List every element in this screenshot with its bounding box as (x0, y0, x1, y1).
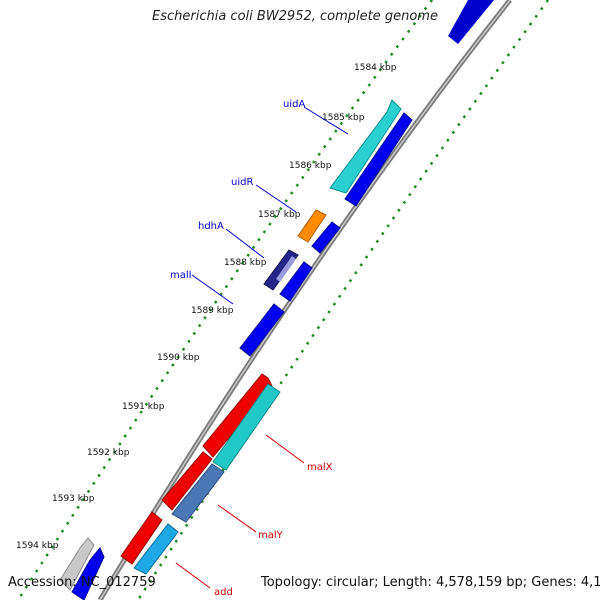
gene-uida (329, 99, 402, 194)
tick-label: 1590 kbp (157, 353, 200, 363)
tick-labels: 1584 kbp 1585 kbp 1586 kbp 1587 kbp 1588… (16, 63, 397, 551)
tick-label: 1587 kbp (258, 210, 301, 220)
gene-label-add: add (214, 587, 233, 598)
gene-uidr-partner (311, 221, 341, 254)
gene-bottom-blue (71, 547, 105, 600)
map-title: Escherichia coli BW2952, complete genome (152, 9, 438, 24)
gene-label-group-mali: malI (170, 270, 234, 305)
gene-uidr (297, 209, 327, 243)
gene-label-malx: malX (307, 462, 333, 473)
gene-bottom-grey (59, 537, 95, 591)
tick-label: 1588 kbp (224, 258, 267, 268)
tick-label: 1586 kbp (289, 161, 332, 171)
genome-backbone-highlight (99, 0, 511, 600)
tick-label: 1585 kbp (322, 113, 365, 123)
gene-label-group-uidr: uidR (231, 177, 297, 213)
gene-add-partner (133, 523, 179, 575)
gene-label-uida: uidA (283, 99, 305, 110)
tick-label: 1593 kbp (52, 494, 95, 504)
gene-label-group-add: add (175, 562, 233, 598)
gene-mali (239, 303, 285, 357)
tick-label: 1584 kbp (354, 63, 397, 73)
gene-label-hdha: hdhA (198, 221, 224, 232)
gene-top-partial (448, 0, 494, 44)
tick-label: 1594 kbp (16, 541, 59, 551)
gene-label-group-maly: malY (217, 504, 284, 541)
genome-stats-text: Topology: circular; Length: 4,578,159 bp… (261, 575, 600, 590)
gene-label-maly: malY (258, 530, 284, 541)
tick-label: 1589 kbp (191, 306, 234, 316)
gene-hdha (263, 249, 299, 291)
gene-malx (202, 373, 273, 458)
tick-label: 1591 kbp (122, 402, 165, 412)
gene-maly (161, 451, 213, 511)
gene-label-mali: malI (170, 270, 192, 281)
tick-arc-inner (16, 0, 434, 600)
gene-hdha-partner (279, 261, 313, 302)
tick-label: 1592 kbp (87, 448, 130, 458)
genome-backbone (97, 0, 512, 600)
gene-malx-partner (212, 383, 281, 471)
gene-maly-partner (171, 463, 225, 523)
gene-label-group-hdha: hdhA (198, 221, 265, 259)
gene-label-uidr: uidR (231, 177, 253, 188)
gene-label-group-uida: uidA (283, 99, 349, 135)
accession-text: Accession: NC_012759 (8, 575, 156, 590)
tick-arc-outer (136, 0, 550, 600)
gene-label-group-malx: malX (265, 434, 333, 473)
gene-uida-partner (344, 112, 413, 207)
gene-add (120, 511, 163, 565)
